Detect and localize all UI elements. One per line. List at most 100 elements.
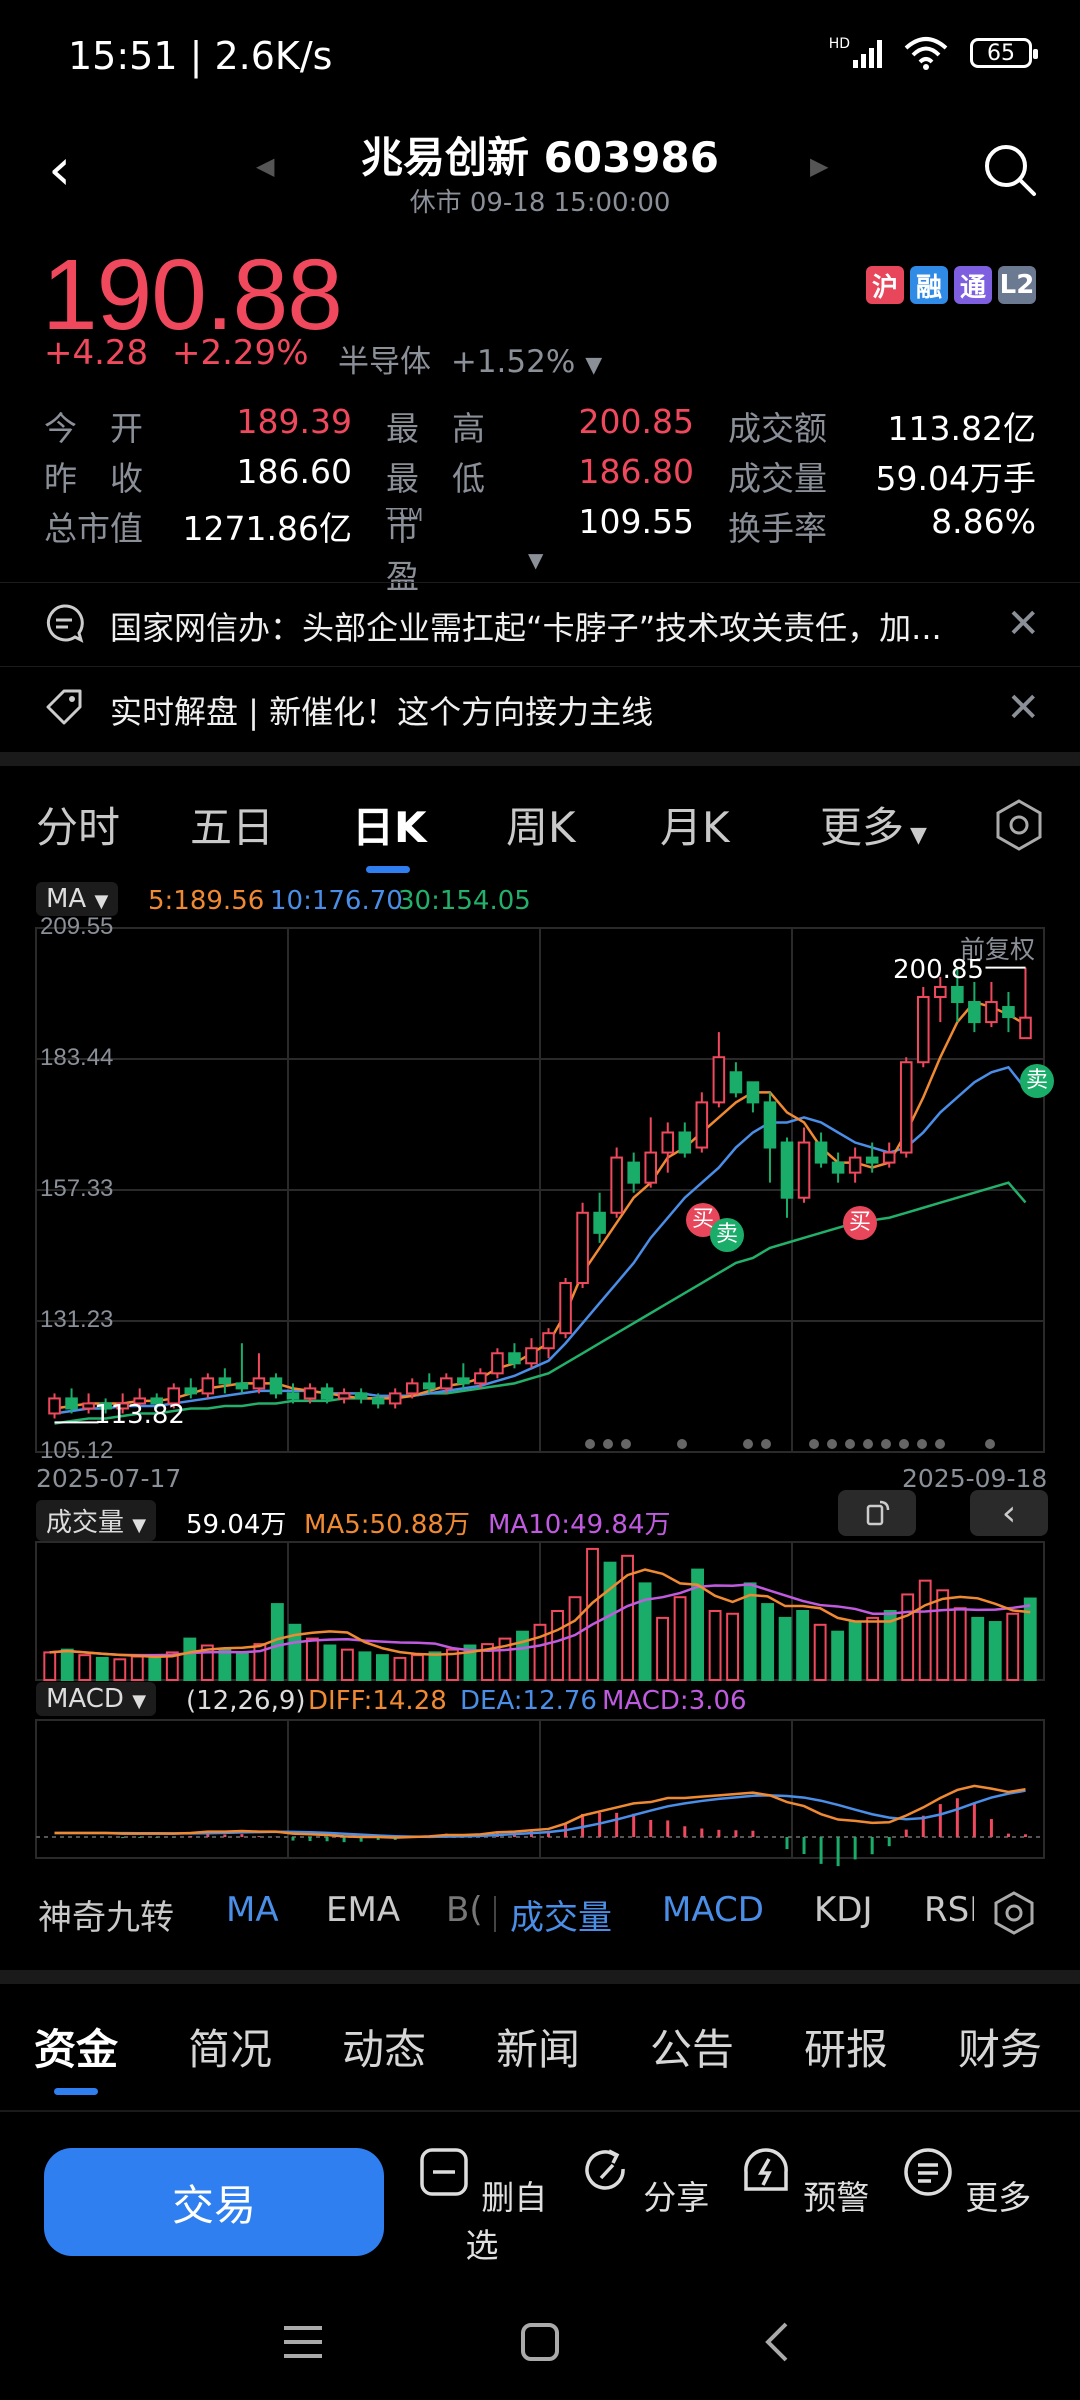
macd-diff: DIFF:14.28 (308, 1686, 447, 1716)
volume-bar (358, 1651, 372, 1682)
prev-stock-icon[interactable]: ◀ (256, 152, 275, 180)
open-value: 189.39 (236, 402, 352, 441)
more-button[interactable]: 更多 (896, 2145, 1036, 2219)
news-banner-2[interactable]: 实时解盘 | 新催化！这个方向接力主线 ✕ (0, 666, 1080, 749)
close-icon[interactable]: ✕ (1006, 685, 1040, 731)
status-time: 15:51 | 2.6K/s (68, 34, 333, 78)
volume-bar (533, 1623, 547, 1681)
sector-pct: +1.52% (450, 344, 576, 380)
macd-selector-label: MACD (46, 1684, 124, 1714)
volume-bar (1006, 1612, 1020, 1682)
badge-margin[interactable]: 融 (910, 266, 948, 304)
recent-apps-icon[interactable] (282, 2324, 324, 2360)
news-banner-1[interactable]: 国家网信办：头部企业需扛起“卡脖子”技术攻关责任，加... ✕ (0, 582, 1080, 665)
current-price: 190.88 (42, 239, 343, 351)
badge-level2[interactable]: L2 (998, 266, 1036, 304)
volume-bar (95, 1656, 109, 1681)
chevron-down-icon: ▼ (910, 823, 927, 848)
sell-marker[interactable]: 卖 (710, 1218, 744, 1252)
high-label: 最 高 (386, 409, 485, 448)
volume-bar (813, 1623, 827, 1681)
candle-body (82, 1402, 95, 1410)
adjust-mode[interactable]: 前复权 (960, 935, 1036, 964)
alert-button[interactable]: 预警 (734, 2145, 874, 2219)
badge-connect[interactable]: 通 (954, 266, 992, 304)
indicator-ema[interactable]: EMA (326, 1890, 401, 1930)
macd-selector[interactable]: MACD ▼ (36, 1682, 157, 1716)
ma10-value: 10:176.70 (270, 886, 403, 916)
sector-info[interactable]: 半导体 +1.52% ▼ (338, 336, 602, 381)
trade-button[interactable]: 交易 (44, 2148, 384, 2256)
back-nav-icon[interactable] (762, 2320, 792, 2364)
tab-monthly-k[interactable]: 月K (660, 803, 730, 852)
back-icon[interactable]: ‹ (48, 135, 72, 203)
sell-marker[interactable]: 卖 (1020, 1064, 1054, 1098)
wifi-icon (904, 37, 948, 70)
market-status: 休市 09-18 15:00:00 (409, 188, 671, 218)
signal-dot (603, 1439, 613, 1449)
volume-bar (603, 1561, 617, 1682)
stats-row-2: 昨 收 186.60 最 低 186.80 成交量 59.04万手 (0, 452, 1080, 502)
volume-selector[interactable]: 成交量 ▼ (36, 1500, 157, 1541)
stats-row-1: 今 开 189.39 最 高 200.85 成交额 113.82亿 (0, 402, 1080, 452)
share-button[interactable]: 分享 (574, 2145, 714, 2219)
candle-body (65, 1397, 78, 1410)
signal-dot (761, 1439, 771, 1449)
y-tick-label: 157.33 (40, 1175, 113, 1202)
tab-announcements[interactable]: 公告 (650, 2025, 735, 2074)
volume-bar (498, 1637, 512, 1681)
candle-body (1019, 1016, 1032, 1040)
y-axis-labels: 209.55 183.44 157.33 131.23 105.12 (40, 913, 113, 1464)
volume-bar (463, 1644, 477, 1681)
ma-selector[interactable]: MA ▼ (36, 882, 119, 916)
tab-research[interactable]: 研报 (804, 2025, 889, 2074)
candle-body (831, 1161, 845, 1174)
volume-bar (516, 1630, 529, 1682)
tab-more[interactable]: 更多 ▼ (820, 794, 927, 855)
signal-dot (827, 1439, 837, 1449)
kline-chart[interactable]: 209.55 183.44 157.33 131.23 105.12 (0, 870, 1080, 1880)
signal-dot (935, 1439, 945, 1449)
buy-marker[interactable]: 买 (843, 1206, 877, 1240)
rotate-button[interactable] (838, 1490, 916, 1536)
low-marker: 113.82 (94, 1400, 185, 1430)
signal-dot (845, 1439, 855, 1449)
volume-selector-label: 成交量 (46, 1508, 125, 1538)
tab-capital[interactable]: 资金 (34, 2025, 119, 2074)
volume-bar (918, 1579, 932, 1682)
badge-shanghai[interactable]: 沪 (866, 266, 904, 304)
divider (0, 2110, 1080, 2112)
indicator-kdj[interactable]: KDJ (814, 1890, 873, 1930)
volume-bar (323, 1644, 337, 1681)
indicator-volume[interactable]: 成交量 (510, 1898, 612, 1938)
tab-intraday[interactable]: 分时 (36, 803, 121, 852)
candle-body (354, 1392, 368, 1400)
remove-watchlist-button[interactable]: 删自选 (412, 2145, 552, 2267)
indicator-rsi[interactable]: RSI (924, 1890, 974, 1930)
collapse-button[interactable]: ‹ (970, 1490, 1048, 1536)
candle-body (252, 1377, 266, 1390)
indicator-boll[interactable]: B( (446, 1890, 483, 1930)
tab-five-day[interactable]: 五日 (190, 803, 275, 852)
next-stock-icon[interactable]: ▶ (810, 152, 829, 180)
tab-weekly-k[interactable]: 周K (506, 803, 576, 852)
tab-financials[interactable]: 财务 (958, 2025, 1043, 2074)
tab-daily-k[interactable]: 日K (352, 803, 427, 852)
chart-settings-icon[interactable] (994, 798, 1044, 852)
indicator-macd[interactable]: MACD (662, 1890, 764, 1930)
tab-news[interactable]: 新闻 (496, 2025, 581, 2074)
search-icon[interactable] (980, 140, 1040, 200)
volume-bar (428, 1651, 442, 1682)
expand-stats-icon[interactable]: ▼ (528, 548, 544, 572)
candle-body (337, 1392, 351, 1400)
volume-bar (691, 1568, 705, 1681)
macd-dea: DEA:12.76 (460, 1686, 597, 1716)
indicator-magic-nine[interactable]: 神奇九转 (38, 1898, 174, 1938)
tab-dynamics[interactable]: 动态 (342, 2025, 427, 2074)
candle-body (286, 1392, 300, 1400)
close-icon[interactable]: ✕ (1006, 601, 1040, 647)
home-icon[interactable] (520, 2322, 560, 2362)
indicator-settings-icon[interactable] (992, 1890, 1040, 1940)
indicator-ma[interactable]: MA (226, 1890, 279, 1930)
tab-overview[interactable]: 简况 (188, 2025, 273, 2074)
